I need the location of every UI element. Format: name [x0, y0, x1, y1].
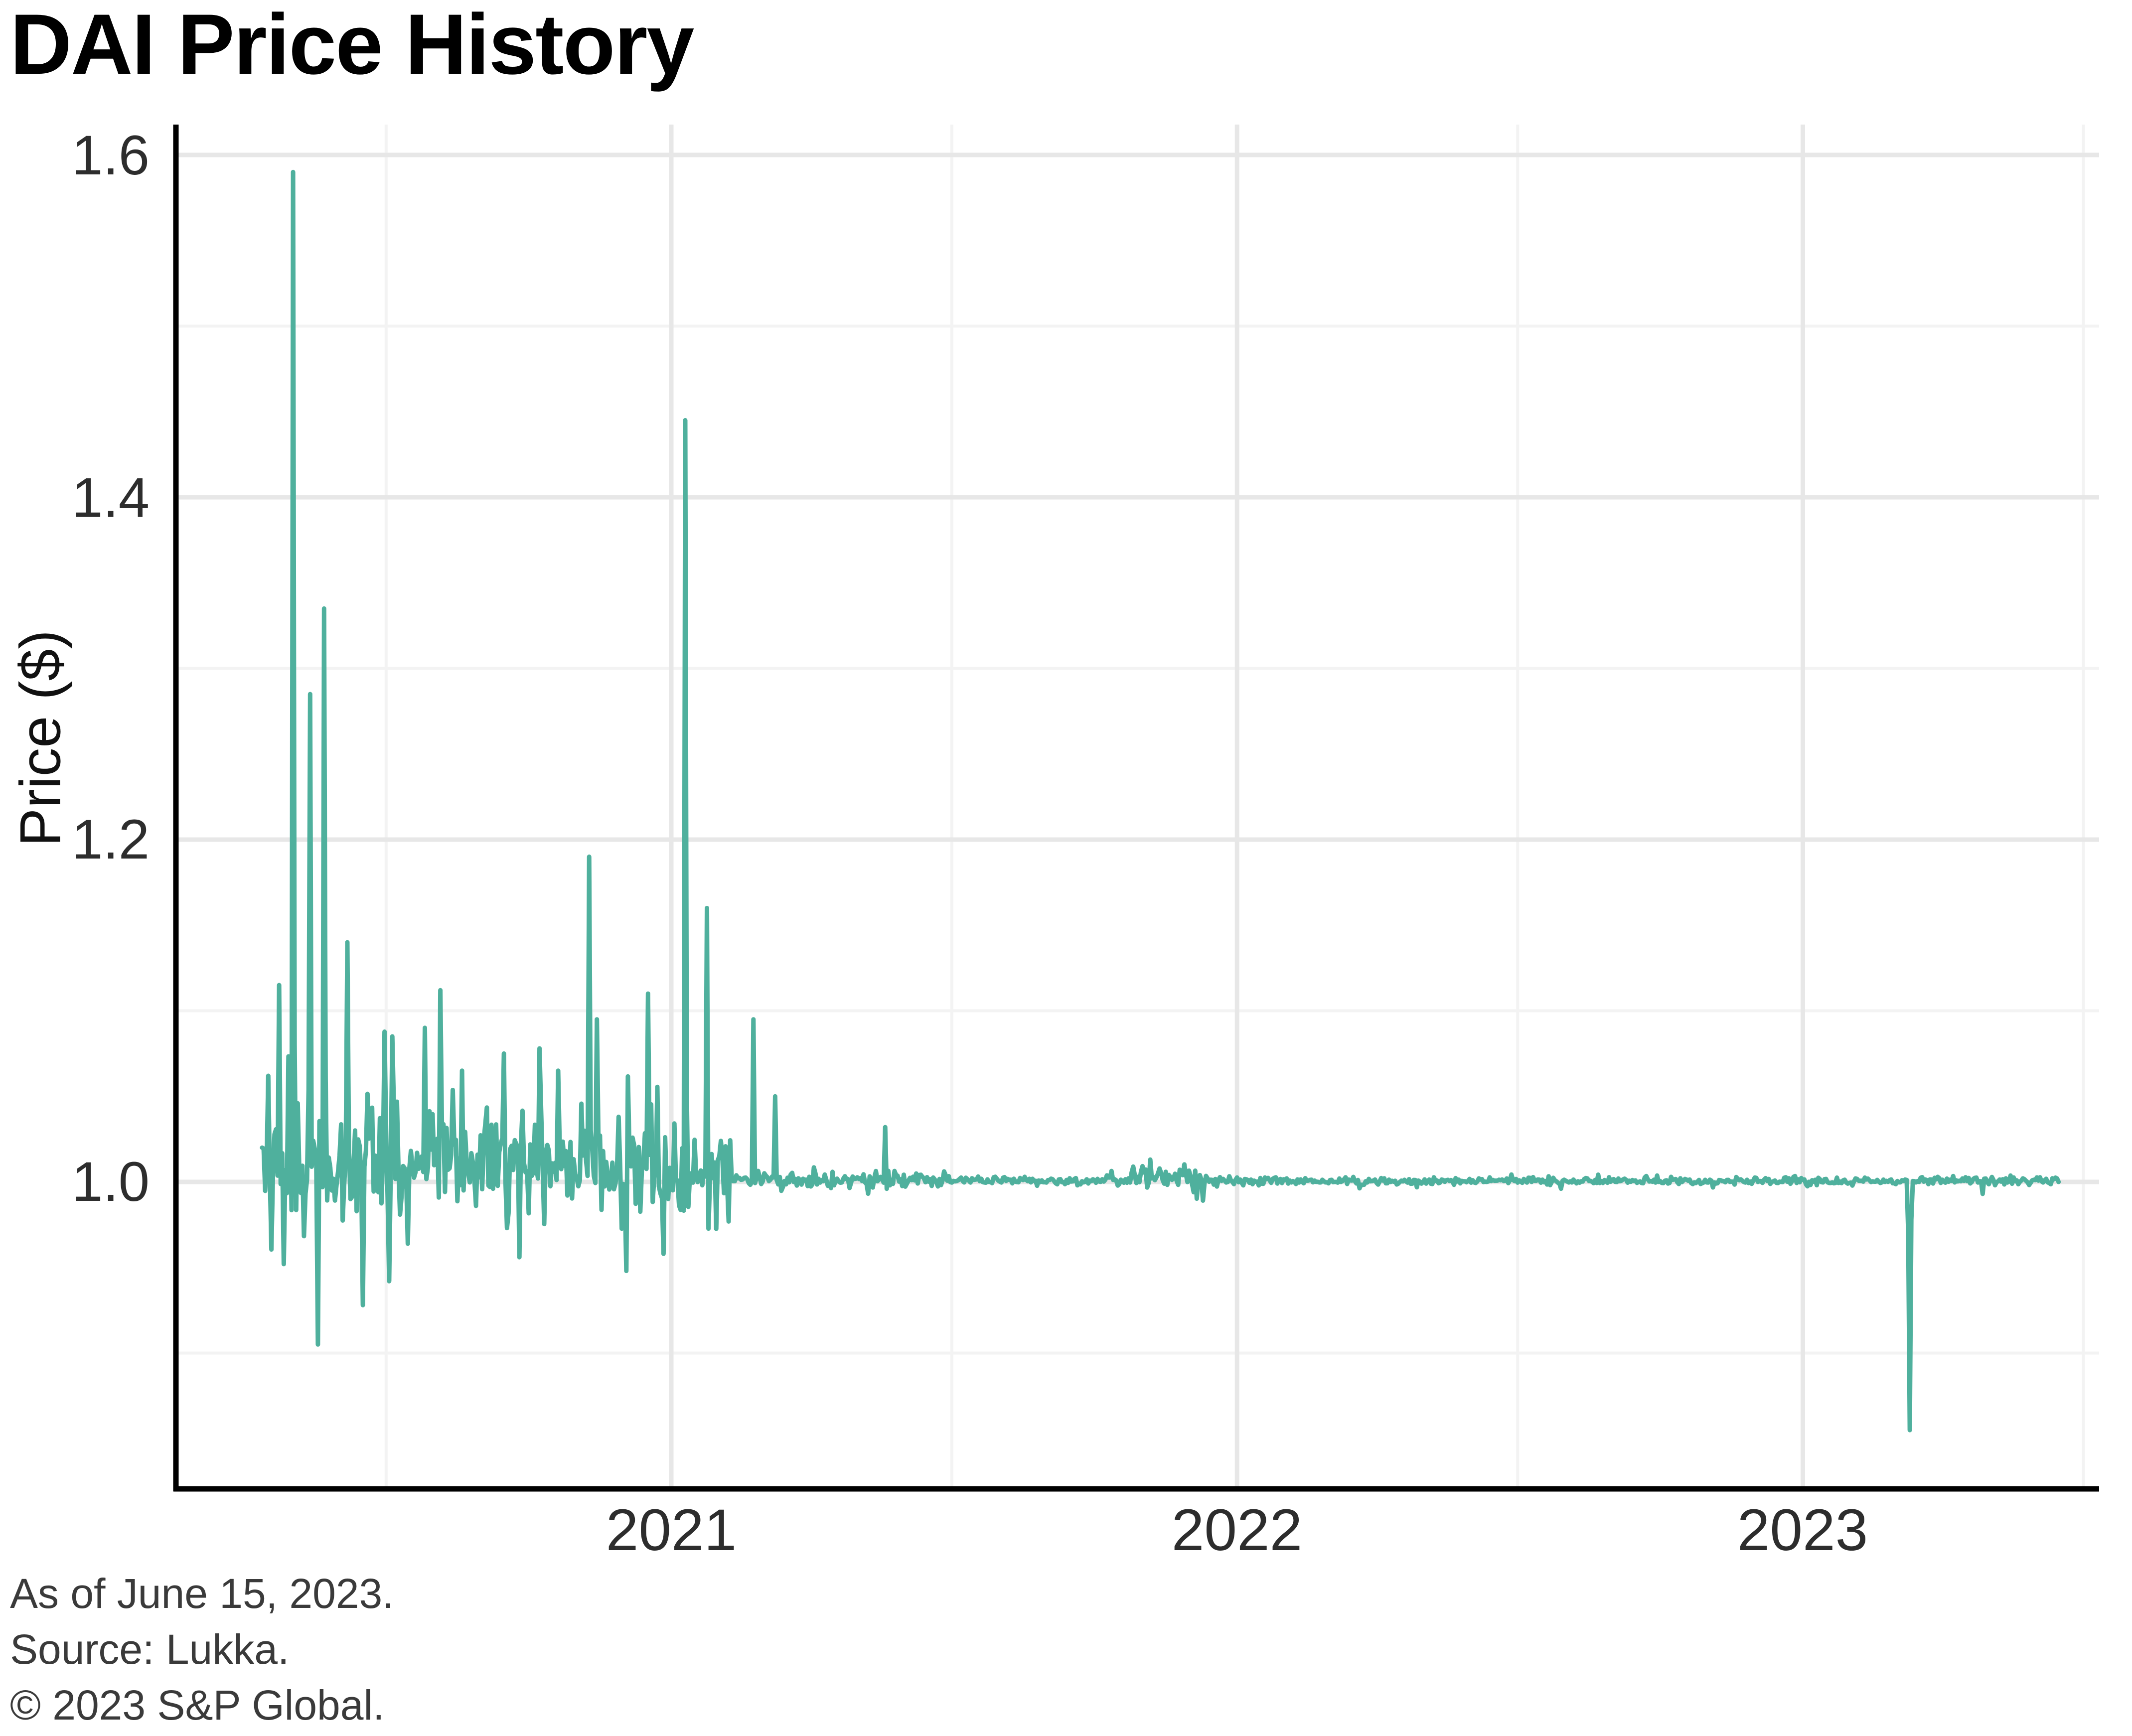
x-tick-label-2023: 2023	[1737, 1497, 1868, 1563]
price-line	[260, 169, 2061, 1433]
minor-gridlines	[176, 125, 2099, 1489]
y-tick-label-1p6: 1.6	[72, 124, 150, 186]
major-gridlines	[176, 125, 2099, 1489]
footer-copyright: © 2023 S&P Global.	[10, 1682, 385, 1729]
x-tick-label-2021: 2021	[606, 1497, 737, 1563]
y-tick-label-1p4: 1.4	[72, 466, 150, 529]
y-tick-label-1p2: 1.2	[72, 808, 150, 870]
y-tick-label-1p0: 1.0	[72, 1151, 150, 1213]
chart-title: DAI Price History	[10, 0, 694, 92]
footer-as-of-date: As of June 15, 2023.	[10, 1570, 394, 1617]
footer-source: Source: Lukka.	[10, 1626, 290, 1673]
footer-notes: As of June 15, 2023. Source: Lukka. © 20…	[10, 1566, 394, 1733]
x-tick-label-2022: 2022	[1171, 1497, 1303, 1563]
